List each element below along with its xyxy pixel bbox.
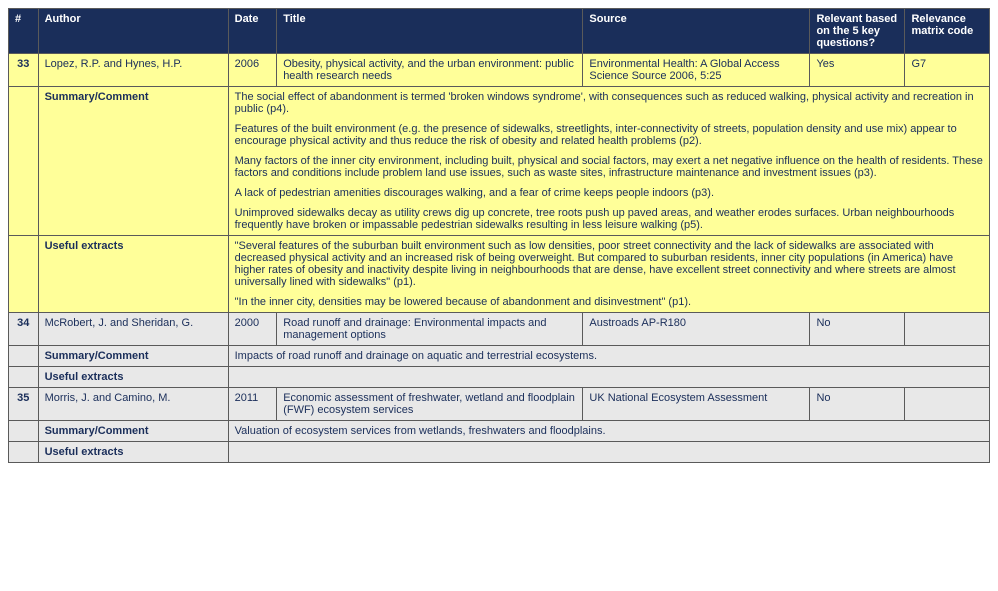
extracts-content (228, 442, 989, 463)
summary-paragraph: The social effect of abandonment is term… (235, 91, 983, 115)
summary-paragraph: Valuation of ecosystem services from wet… (235, 425, 983, 437)
row-num: 35 (9, 388, 39, 421)
spacer-cell (9, 367, 39, 388)
spacer-cell (9, 346, 39, 367)
extracts-label: Useful extracts (38, 367, 228, 388)
summary-content: Valuation of ecosystem services from wet… (228, 421, 989, 442)
row-title: Economic assessment of freshwater, wetla… (277, 388, 583, 421)
row-relevant: No (810, 313, 905, 346)
extract-paragraph: "In the inner city, densities may be low… (235, 296, 983, 308)
extracts-row: Useful extracts"Several features of the … (9, 236, 990, 313)
col-relevant: Relevant based on the 5 key questions? (810, 9, 905, 54)
col-source: Source (583, 9, 810, 54)
extracts-label: Useful extracts (38, 442, 228, 463)
col-num: # (9, 9, 39, 54)
row-num: 33 (9, 54, 39, 87)
row-relevant: No (810, 388, 905, 421)
row-title: Obesity, physical activity, and the urba… (277, 54, 583, 87)
summary-paragraph: Unimproved sidewalks decay as utility cr… (235, 207, 983, 231)
row-source: Austroads AP-R180 (583, 313, 810, 346)
extract-paragraph: "Several features of the suburban built … (235, 240, 983, 288)
summary-paragraph: Many factors of the inner city environme… (235, 155, 983, 179)
table-row: 35Morris, J. and Camino, M.2011Economic … (9, 388, 990, 421)
summary-paragraph: A lack of pedestrian amenities discourag… (235, 187, 983, 199)
extracts-content: "Several features of the suburban built … (228, 236, 989, 313)
summary-label: Summary/Comment (38, 346, 228, 367)
extracts-row: Useful extracts (9, 367, 990, 388)
row-code (905, 388, 990, 421)
row-author: Lopez, R.P. and Hynes, H.P. (38, 54, 228, 87)
summary-row: Summary/Comment Impacts of road runoff an… (9, 346, 990, 367)
row-title: Road runoff and drainage: Environmental … (277, 313, 583, 346)
row-source: Environmental Health: A Global Access Sc… (583, 54, 810, 87)
row-num: 34 (9, 313, 39, 346)
col-code: Relevance matrix code (905, 9, 990, 54)
summary-content: Impacts of road runoff and drainage on a… (228, 346, 989, 367)
table-row: 33Lopez, R.P. and Hynes, H.P.2006Obesity… (9, 54, 990, 87)
header-row: # Author Date Title Source Relevant base… (9, 9, 990, 54)
row-relevant: Yes (810, 54, 905, 87)
extracts-content (228, 367, 989, 388)
summary-paragraph: Impacts of road runoff and drainage on a… (235, 350, 983, 362)
summary-row: Summary/Comment The social effect of aban… (9, 87, 990, 236)
summary-label: Summary/Comment (38, 87, 228, 236)
spacer-cell (9, 442, 39, 463)
row-date: 2000 (228, 313, 277, 346)
spacer-cell (9, 236, 39, 313)
row-code: G7 (905, 54, 990, 87)
summary-paragraph: Features of the built environment (e.g. … (235, 123, 983, 147)
row-author: Morris, J. and Camino, M. (38, 388, 228, 421)
summary-row: Summary/Comment Valuation of ecosystem se… (9, 421, 990, 442)
col-title: Title (277, 9, 583, 54)
row-date: 2011 (228, 388, 277, 421)
col-date: Date (228, 9, 277, 54)
extracts-label: Useful extracts (38, 236, 228, 313)
summary-label: Summary/Comment (38, 421, 228, 442)
row-source: UK National Ecosystem Assessment (583, 388, 810, 421)
summary-content: The social effect of abandonment is term… (228, 87, 989, 236)
col-author: Author (38, 9, 228, 54)
extracts-row: Useful extracts (9, 442, 990, 463)
spacer-cell (9, 421, 39, 442)
literature-table: # Author Date Title Source Relevant base… (8, 8, 990, 463)
row-code (905, 313, 990, 346)
row-date: 2006 (228, 54, 277, 87)
row-author: McRobert, J. and Sheridan, G. (38, 313, 228, 346)
table-row: 34McRobert, J. and Sheridan, G.2000Road … (9, 313, 990, 346)
spacer-cell (9, 87, 39, 236)
